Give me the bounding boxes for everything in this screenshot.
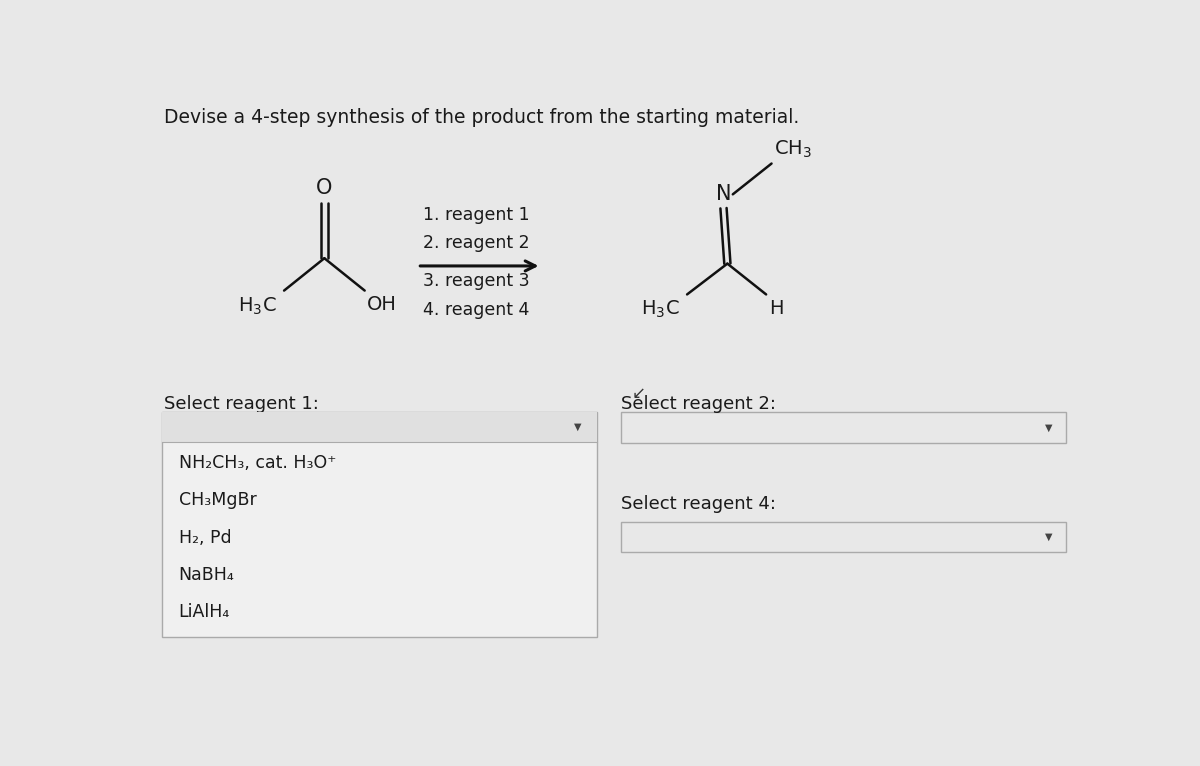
Text: NaBH₄: NaBH₄ — [179, 566, 234, 584]
Text: Select reagent 1:: Select reagent 1: — [164, 395, 319, 414]
Text: OH: OH — [367, 295, 397, 314]
Text: N: N — [715, 185, 731, 205]
Text: NH₂CH₃, cat. H₃O⁺: NH₂CH₃, cat. H₃O⁺ — [179, 454, 336, 472]
Text: H$_3$C: H$_3$C — [238, 295, 276, 316]
Text: Select reagent 2:: Select reagent 2: — [622, 395, 776, 414]
Text: ▼: ▼ — [1045, 423, 1052, 433]
Text: 4. reagent 4: 4. reagent 4 — [422, 300, 529, 319]
Bar — [162, 412, 598, 637]
Text: H$_3$C: H$_3$C — [641, 299, 679, 320]
Text: ▼: ▼ — [574, 422, 582, 432]
Bar — [622, 412, 1066, 443]
Text: ▼: ▼ — [1045, 532, 1052, 542]
Text: H: H — [769, 299, 784, 318]
Text: O: O — [316, 178, 332, 198]
Text: LiAlH₄: LiAlH₄ — [179, 603, 230, 621]
Text: Select reagent 4:: Select reagent 4: — [622, 496, 776, 513]
Text: 2. reagent 2: 2. reagent 2 — [422, 234, 529, 252]
Text: Devise a 4-step synthesis of the product from the starting material.: Devise a 4-step synthesis of the product… — [164, 108, 799, 127]
Text: ↗: ↗ — [628, 383, 641, 401]
Bar — [162, 412, 598, 441]
Text: CH₃MgBr: CH₃MgBr — [179, 491, 257, 509]
Text: 1. reagent 1: 1. reagent 1 — [422, 205, 529, 224]
Text: H₂, Pd: H₂, Pd — [179, 529, 232, 547]
Text: CH$_3$: CH$_3$ — [774, 139, 812, 160]
Text: 3. reagent 3: 3. reagent 3 — [422, 272, 529, 290]
Bar — [622, 522, 1066, 552]
